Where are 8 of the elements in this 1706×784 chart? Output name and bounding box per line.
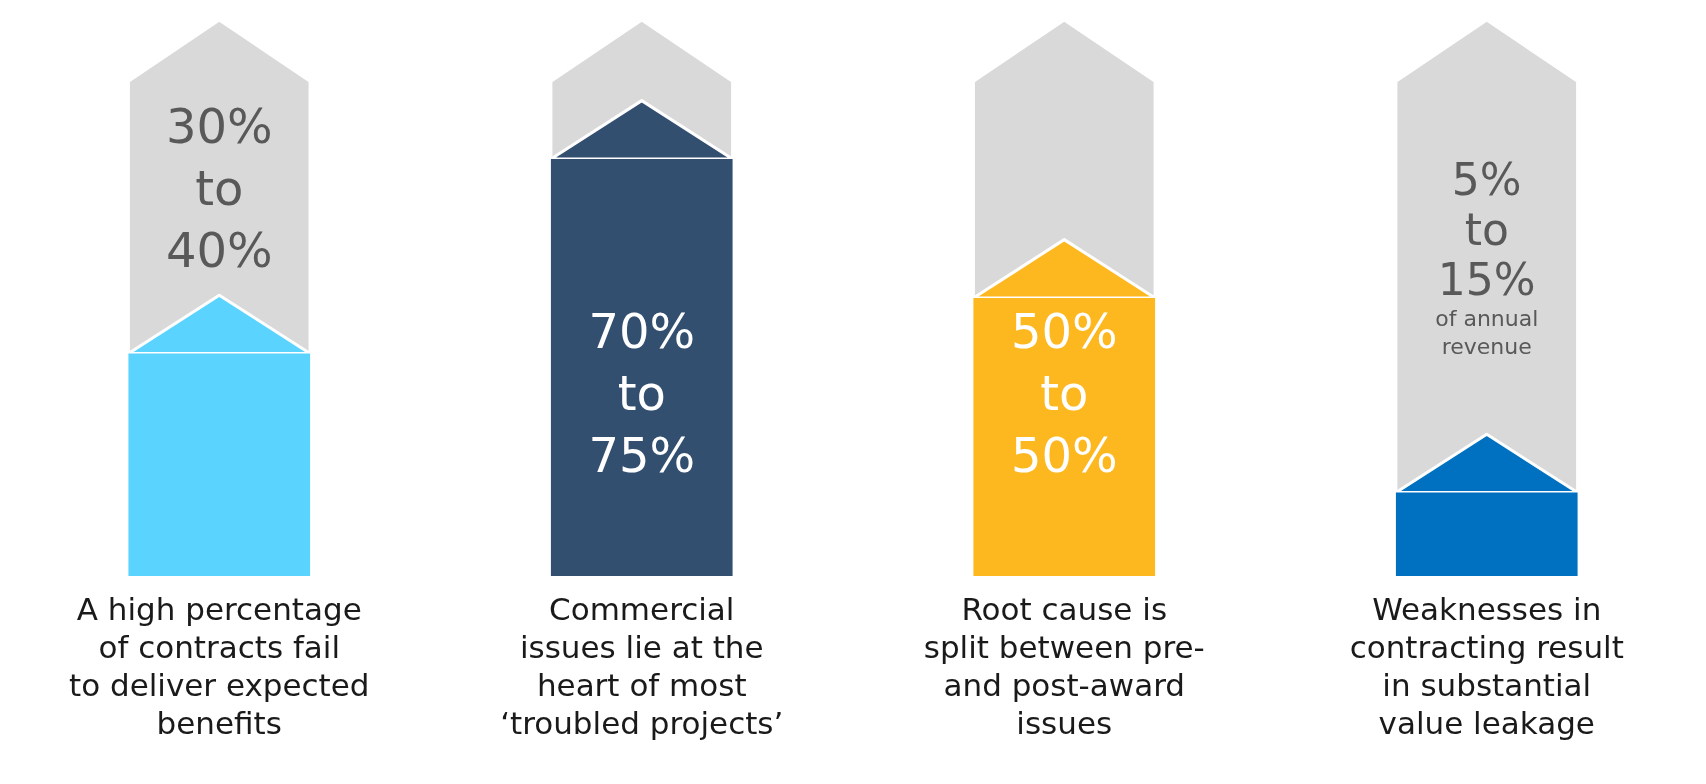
data-label: 50% to 50% bbox=[1010, 302, 1118, 483]
x-tick-label: A high percentage of contracts fail to deliver expected benefits bbox=[68, 591, 370, 741]
x-tick-label: Weaknesses in contracting result in substantial value leakage bbox=[1349, 591, 1624, 741]
data-label: 5% to 15% of annual revenue bbox=[1435, 154, 1539, 360]
data-label: 30% to 40% bbox=[165, 98, 273, 279]
x-tick-label: Commercial issues lie at the heart of most ‘troubled projects’ bbox=[500, 591, 784, 741]
data-label: 70% to 75% bbox=[588, 302, 696, 483]
x-tick-label: Root cause is split between pre- and post-award issues bbox=[923, 591, 1205, 741]
